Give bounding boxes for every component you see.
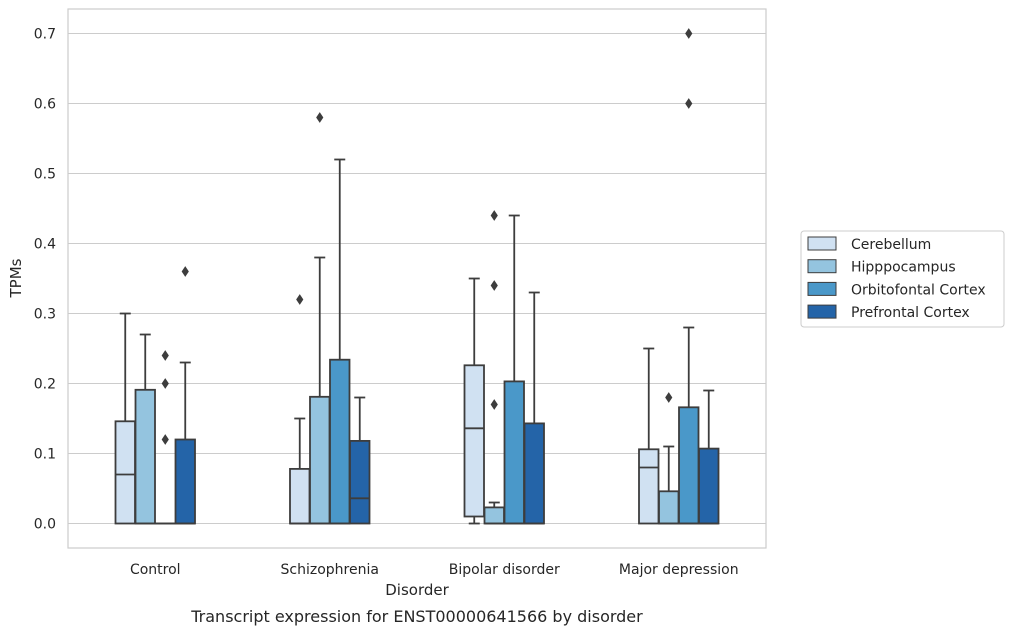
box-body (349, 439, 371, 525)
box-prefrontal-cortex-control (174, 266, 196, 525)
x-tick-label: Bipolar disorder (449, 562, 560, 578)
outlier-point (316, 112, 324, 123)
gridlines (68, 33, 766, 524)
box-cerebellum-schizophrenia (289, 294, 311, 525)
y-tick-label: 0.5 (34, 167, 56, 183)
y-tick-label: 0.2 (34, 377, 56, 393)
box-prefrontal-cortex-bipolar-disorder (523, 291, 545, 525)
box-body (678, 406, 700, 525)
box-hipppocampus-schizophrenia (309, 112, 331, 525)
box-orbitofontal-cortex-bipolar-disorder (503, 214, 525, 525)
box-body (523, 422, 545, 525)
legend-label: Orbitofontal Cortex (851, 282, 986, 298)
box-body (174, 438, 196, 525)
y-axis-label: TPMs (7, 258, 25, 298)
outlier-point (685, 98, 693, 109)
box-body (114, 420, 136, 525)
box-hipppocampus-major-depression (658, 392, 680, 525)
box-prefrontal-cortex-major-depression (698, 389, 720, 525)
box-cerebellum-control (114, 312, 136, 525)
box-body (309, 395, 331, 525)
box-body (638, 448, 660, 525)
legend-swatch (807, 281, 837, 296)
box-body (289, 467, 311, 525)
box-cerebellum-bipolar-disorder (463, 277, 485, 525)
outlier-point (161, 378, 169, 389)
outlier-point (490, 399, 498, 410)
box-orbitofontal-cortex-schizophrenia (329, 158, 351, 525)
box-orbitofontal-cortex-major-depression (678, 28, 700, 525)
outlier-point (490, 280, 498, 291)
outlier-point (161, 350, 169, 361)
outlier-point (685, 28, 693, 39)
y-tick-label: 0.0 (34, 517, 56, 533)
box-series (114, 28, 720, 525)
legend-swatch (807, 259, 837, 274)
plot-frame (67, 8, 767, 549)
y-tick-label: 0.6 (34, 97, 56, 113)
legend-label: Prefrontal Cortex (851, 305, 970, 321)
chart-caption: Transcript expression for ENST0000064156… (190, 607, 643, 626)
y-tick-labels: 0.0 0.1 0.2 0.3 0.4 0.5 0.6 0.7 (34, 27, 56, 533)
box-body (483, 506, 505, 525)
x-axis-label: Disorder (385, 581, 449, 599)
box-prefrontal-cortex-schizophrenia (349, 396, 371, 525)
y-tick-label: 0.7 (34, 27, 56, 43)
box-body (698, 447, 720, 525)
box-body (329, 358, 351, 525)
legend-items: Cerebellum Hipppocampus Orbitofontal Corte… (807, 236, 986, 321)
box-body (503, 380, 525, 525)
box-body (463, 364, 485, 518)
y-tick-label: 0.1 (34, 447, 56, 463)
box-orbitofontal-cortex-control (154, 350, 176, 525)
legend: Cerebellum Hipppocampus Orbitofontal Corte… (800, 230, 1005, 328)
y-tick-label: 0.4 (34, 237, 56, 253)
outlier-point (181, 266, 189, 277)
x-tick-label: Major depression (619, 562, 739, 578)
x-tick-label: Control (130, 562, 181, 578)
y-tick-label: 0.3 (34, 307, 56, 323)
outlier-point (161, 434, 169, 445)
legend-label: Cerebellum (851, 237, 931, 253)
legend-frame (800, 230, 1005, 328)
outlier-point (665, 392, 673, 403)
legend-label: Hipppocampus (851, 260, 956, 276)
x-tick-labels: Control Schizophrenia Bipolar disorder Majo… (130, 562, 739, 578)
box-hipppocampus-bipolar-disorder (483, 210, 505, 525)
legend-swatch (807, 304, 837, 319)
legend-swatch (807, 236, 837, 251)
box-body (658, 490, 680, 525)
outlier-point (490, 210, 498, 221)
box-cerebellum-major-depression (638, 347, 660, 525)
box-body (134, 388, 156, 525)
x-tick-label: Schizophrenia (281, 562, 379, 578)
outlier-point (296, 294, 304, 305)
box-hipppocampus-control (134, 333, 156, 525)
